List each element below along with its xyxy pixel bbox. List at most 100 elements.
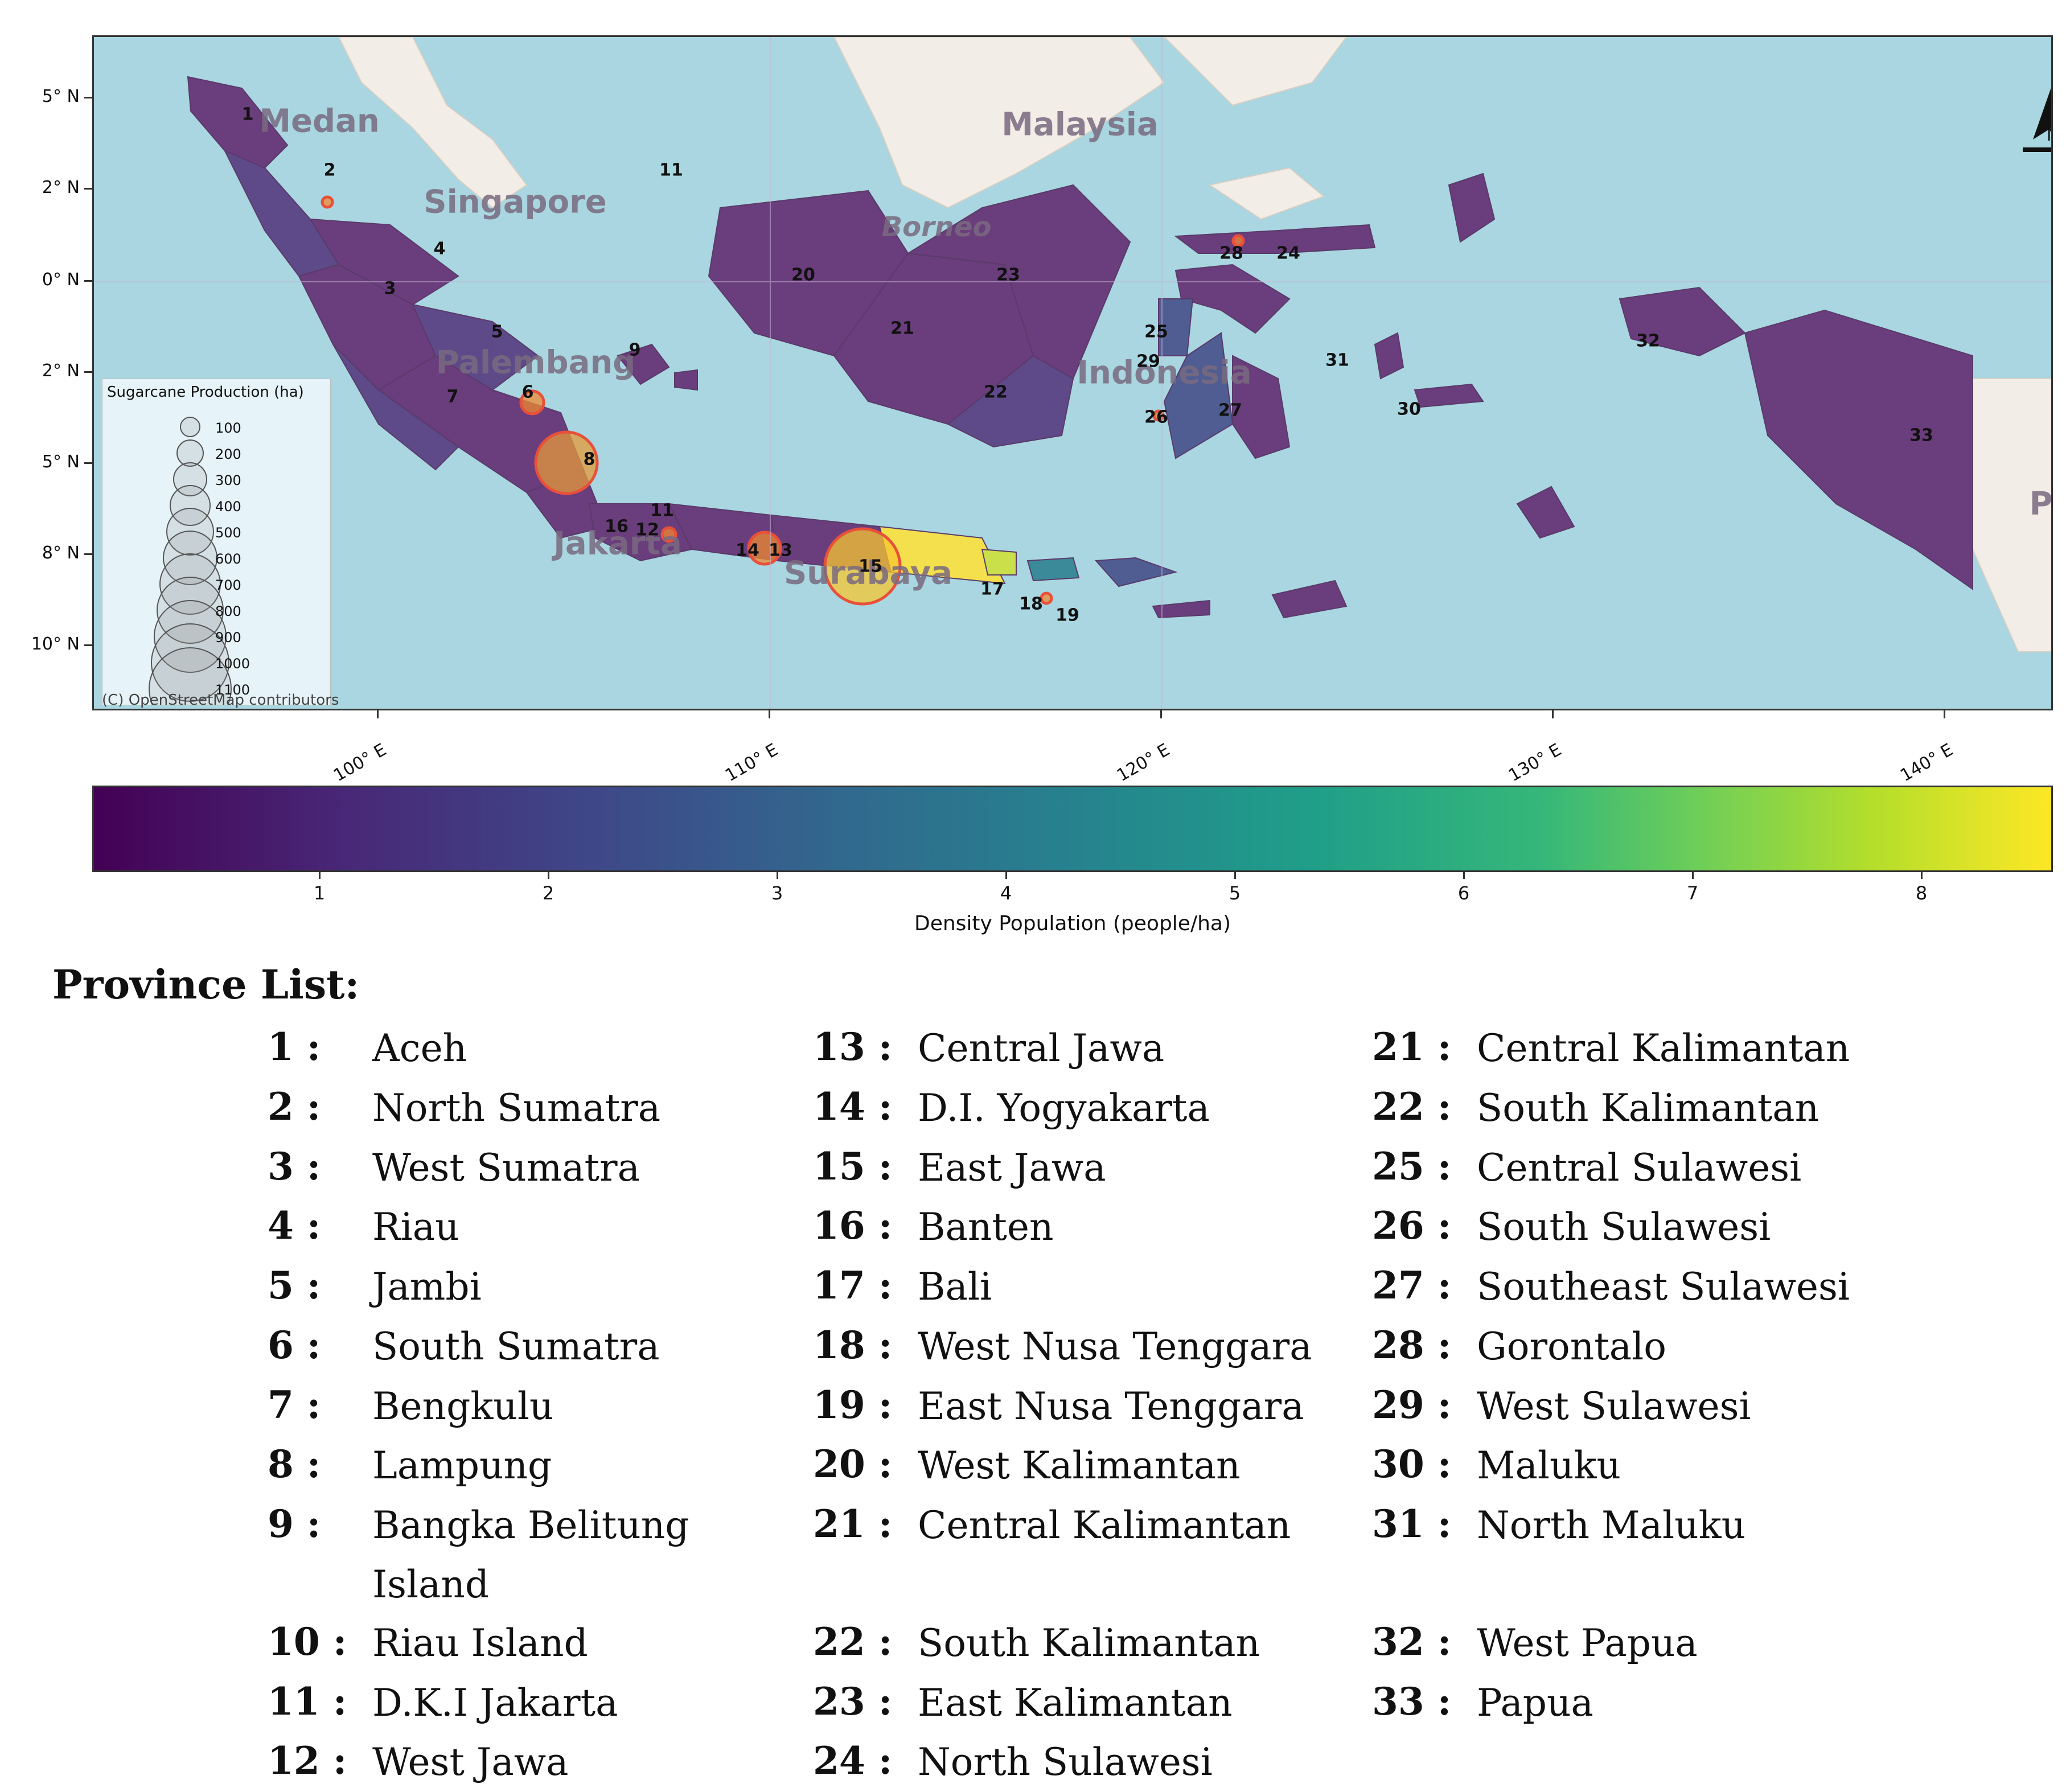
colorbar-tick (777, 872, 778, 879)
province-list-number: 5 : (268, 1263, 321, 1308)
province-number: 31 (1325, 350, 1349, 371)
colorbar-tick (1463, 872, 1465, 879)
province-list-name: West Jawa (372, 1740, 569, 1784)
lon-tick (1944, 710, 1945, 718)
bubble-west-nusa (1040, 591, 1053, 605)
province-list-number: 24 : (813, 1738, 893, 1783)
province-list-number: 21 : (1372, 1025, 1452, 1069)
legend-value: 700 (215, 577, 241, 593)
province-number: 24 (1276, 243, 1300, 264)
size-legend: Sugarcane Production (ha) 100 200 300 40… (102, 379, 331, 705)
java (588, 503, 1348, 619)
province-list-number: 3 : (268, 1144, 321, 1189)
province-list-number: 12 : (268, 1738, 347, 1783)
legend-value: 800 (215, 603, 241, 619)
lon-tick (769, 710, 770, 718)
lat-tick (84, 553, 92, 555)
province-list-name: Southeast Sulawesi (1477, 1265, 1850, 1309)
borneo (708, 184, 1131, 448)
province-number: 2 (323, 160, 336, 180)
north-arrow-label: N (2047, 125, 2053, 145)
sulawesi (1158, 224, 1376, 459)
province-list-number: 32 : (1372, 1620, 1452, 1664)
province-list-name: Central Sulawesi (1477, 1146, 1802, 1190)
colorbar-tick-label: 3 (771, 882, 783, 904)
colorbar-tick-label: 1 (313, 882, 326, 904)
province-list-name: Central Kalimantan (1477, 1026, 1850, 1070)
province-number: 3 (384, 278, 396, 299)
graticule (94, 37, 2051, 709)
sumatra (187, 76, 698, 539)
province-number: 30 (1397, 399, 1421, 420)
province-list-name: Central Kalimantan (918, 1503, 1291, 1547)
province-list-number: 7 : (268, 1383, 321, 1427)
province-list-number: 13 : (813, 1025, 893, 1069)
colorbar-tick (1234, 872, 1236, 879)
bubble-east-jawa (823, 527, 902, 606)
province-list-number: 22 : (1372, 1084, 1452, 1129)
place-label-malaysia: Malaysia (1001, 106, 1159, 143)
province-number: 13 (769, 540, 792, 561)
province-number: 6 (521, 382, 534, 402)
lat-tick (84, 280, 92, 282)
colorbar-tick (548, 872, 549, 879)
province-list-name: West Papua (1477, 1621, 1698, 1665)
lon-tick-label: 120° E (1114, 739, 1173, 786)
province-number: 26 (1144, 407, 1168, 428)
colorbar-tick-label: 5 (1229, 882, 1241, 904)
province-list-name: D.I. Yogyakarta (918, 1086, 1210, 1130)
colorbar-tick (1921, 872, 1923, 879)
lat-tick (84, 188, 92, 190)
map-attribution: (C) OpenStreetMap contributors (102, 692, 339, 709)
place-label-surabaya: Surabaya (783, 554, 953, 592)
province-list-name: West Sulawesi (1477, 1384, 1751, 1428)
province-list-name: South Sulawesi (1477, 1205, 1771, 1249)
province-number: 20 (791, 265, 815, 285)
province-list-name: Bangka Belitung Island (372, 1503, 689, 1606)
lat-tick (84, 644, 92, 646)
province-list-name: Banten (918, 1205, 1054, 1249)
lat-tick-label: 5° N (42, 87, 80, 106)
place-label-palembang: Palembang (436, 344, 636, 381)
north-arrow-icon: N (2023, 87, 2053, 152)
province-list-heading: Province List: (52, 961, 360, 1008)
province-list-name: Papua (1477, 1681, 1593, 1725)
lat-tick-label: 10° N (31, 634, 80, 654)
place-label-singapore: Singapore (424, 183, 607, 221)
place-label-borneo: Borneo (881, 211, 992, 243)
province-list-number: 29 : (1372, 1383, 1452, 1427)
lat-tick-label: 8° N (42, 543, 80, 563)
province-number: 15 (859, 556, 882, 577)
province-list-name: South Sumatra (372, 1325, 660, 1368)
province-number: 27 (1218, 400, 1242, 421)
province-list-number: 8 : (268, 1442, 321, 1486)
province-number: 8 (583, 449, 595, 470)
province-list-name: West Kalimantan (918, 1444, 1241, 1487)
province-number: 25 (1144, 322, 1168, 342)
province-list-name: East Nusa Tenggara (918, 1384, 1304, 1428)
colorbar-tick-label: 4 (1000, 882, 1012, 904)
province-list-number: 28 : (1372, 1323, 1452, 1367)
lat-tick-label: 2° N (42, 361, 80, 381)
province-list-number: 30 : (1372, 1442, 1452, 1486)
province-number: 21 (890, 318, 914, 339)
province-number: 33 (1909, 425, 1933, 446)
lat-tick (84, 462, 92, 464)
province-list-name: West Sumatra (372, 1146, 640, 1190)
legend-value: 100 (215, 420, 241, 436)
legend-title: Sugarcane Production (ha) (107, 384, 304, 401)
colorbar-tick (319, 872, 321, 879)
colorbar-tick (1005, 872, 1007, 879)
province-list-name: South Kalimantan (1477, 1086, 1820, 1130)
province-list-number: 33 : (1372, 1679, 1452, 1724)
province-list-name: Jambi (372, 1265, 482, 1309)
province-number: 16 (605, 516, 629, 537)
bubble-gorontalo (1231, 234, 1245, 248)
lat-tick-label: 0° N (42, 270, 80, 290)
bubble-south-sulawesi (1152, 409, 1165, 422)
province-list-number: 9 : (268, 1502, 321, 1546)
colorbar-tick (1692, 872, 1694, 879)
basemap-land (338, 37, 2051, 652)
province-number: 14 (736, 540, 759, 561)
province-list-number: 1 : (268, 1025, 321, 1069)
